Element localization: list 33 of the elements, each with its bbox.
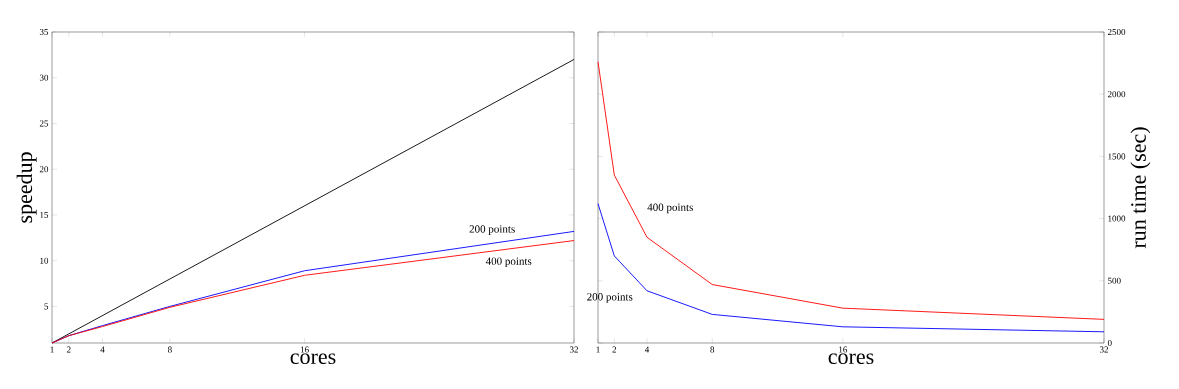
y-tick-label: 30	[39, 74, 49, 81]
x-tick-label: 4	[644, 346, 650, 353]
y-tick-label: 1500	[1108, 153, 1126, 160]
x-axis-title: cores	[828, 353, 874, 365]
x-tick-label: 1	[596, 346, 600, 353]
series-label: 400 points	[485, 257, 532, 268]
x-tick-label: 16	[300, 346, 309, 353]
y-tick-label: 2000	[1107, 91, 1126, 98]
y-axis-title: run time (sec)	[1130, 127, 1151, 249]
y-tick-label: 15	[40, 211, 49, 218]
x-tick-label: 1	[50, 346, 54, 353]
y-tick-label: 20	[39, 166, 49, 173]
x-axis-title: cores	[290, 353, 336, 365]
x-tick-label: 32	[1099, 346, 1108, 353]
y-tick-label: 35	[39, 28, 49, 36]
y-tick-label: 500	[1108, 277, 1121, 284]
series-label: 400 points	[647, 203, 693, 214]
x-tick-label: 8	[710, 346, 715, 353]
x-tick-label: 2	[612, 346, 617, 353]
x-tick-label: 8	[167, 346, 172, 353]
y-tick-label: 10	[40, 257, 49, 264]
x-tick-label: 2	[66, 346, 71, 353]
y-tick-label: 2500	[1107, 28, 1126, 36]
x-tick-label: 4	[100, 346, 105, 353]
x-tick-label: 32	[569, 346, 578, 353]
y-axis-title: speedup	[16, 152, 37, 223]
y-tick-label: 0	[1107, 339, 1112, 347]
y-tick-label: 5	[44, 303, 49, 310]
y-tick-label: 1000	[1108, 215, 1126, 222]
series-label: 200 points	[587, 293, 633, 303]
x-tick-label: 16	[839, 346, 848, 353]
series-label: 200 points	[469, 225, 515, 235]
y-tick-label: 25	[39, 120, 49, 127]
